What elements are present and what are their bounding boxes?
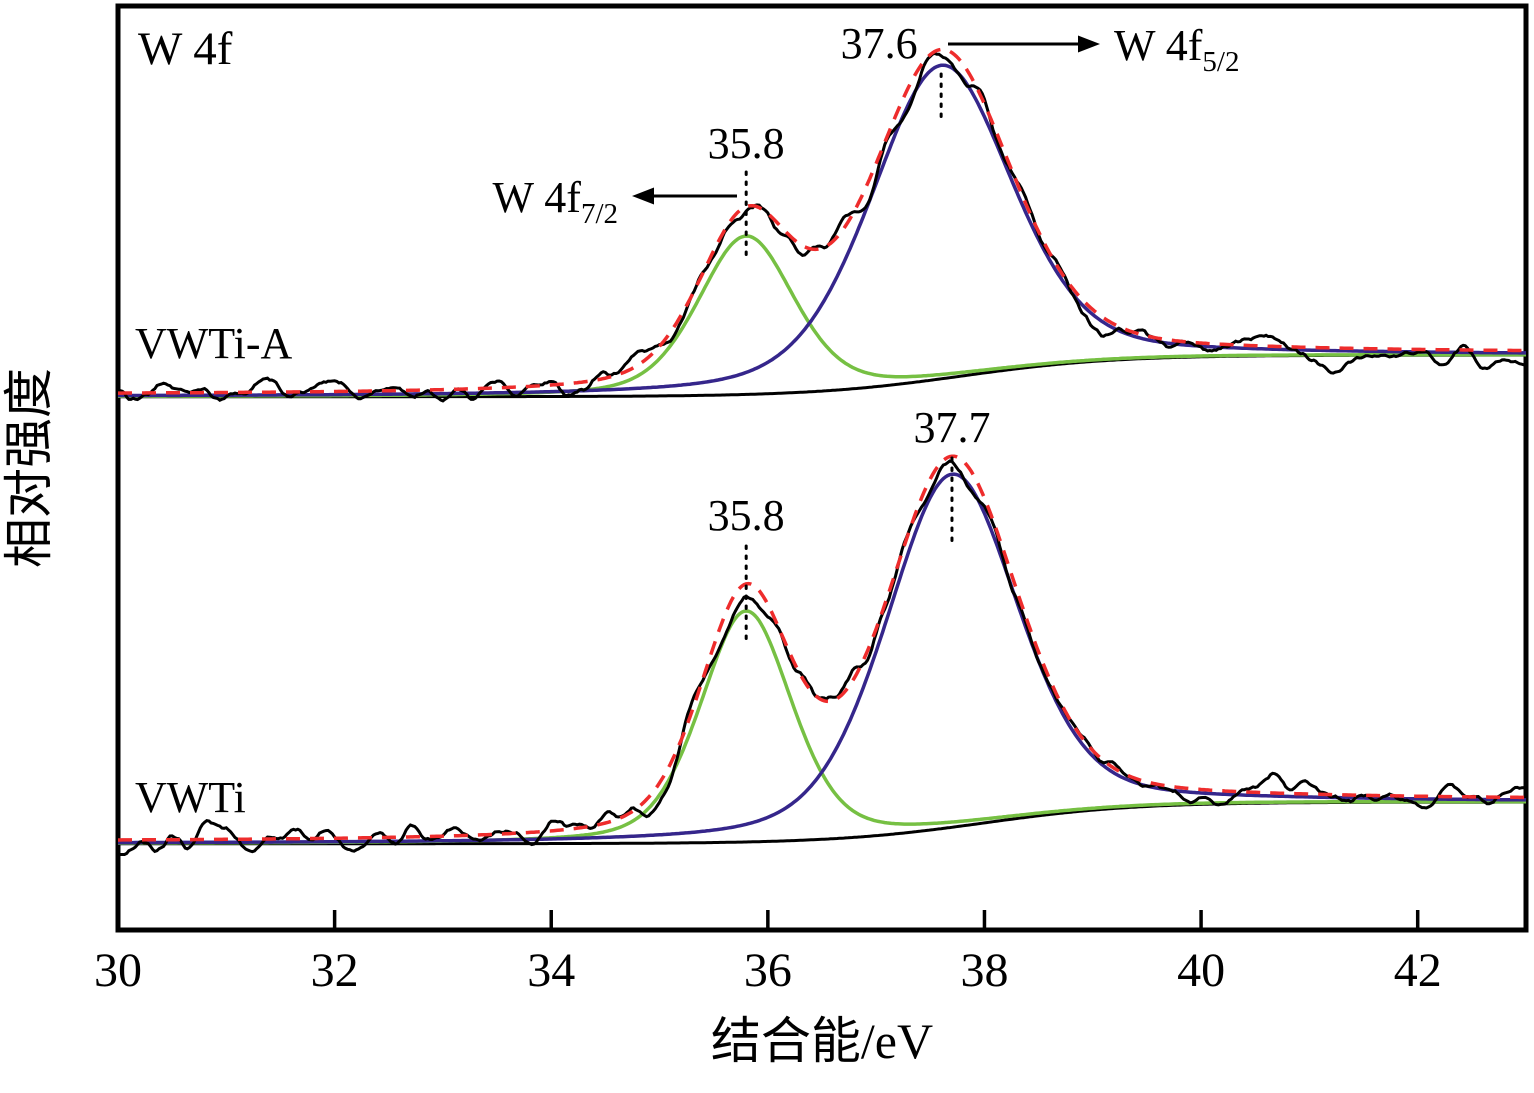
- x-tick-label: 38: [960, 944, 1008, 997]
- x-tick-label: 34: [527, 944, 575, 997]
- component-curve-w4f52: [118, 472, 1527, 845]
- region-label: W 4f: [138, 23, 233, 75]
- assignment-arrow-head: [1078, 35, 1100, 53]
- x-axis-label: 结合能/eV: [711, 1013, 933, 1069]
- x-tick-label: 42: [1394, 944, 1442, 997]
- sample-label: VWTi-A: [135, 319, 293, 368]
- sample-label: VWTi: [135, 773, 246, 822]
- raw-spectrum-curve: [118, 51, 1527, 403]
- assignment-arrow-head: [632, 187, 654, 205]
- component-curve-w4f72: [118, 609, 1526, 845]
- peak-value-label: 37.6: [841, 19, 918, 68]
- x-tick-label: 36: [744, 944, 792, 997]
- background-curve: [118, 800, 1526, 846]
- peak-value-label: 35.8: [708, 491, 785, 540]
- y-axis-label: 相对强度: [1, 368, 57, 568]
- component-curve-w4f72: [118, 234, 1526, 398]
- peak-value-label: 35.8: [708, 119, 785, 168]
- plot-frame: [115, 3, 1529, 933]
- x-tick-label: 32: [311, 944, 359, 997]
- assignment-label: W 4f5/2: [1114, 21, 1239, 78]
- component-curve-w4f52: [117, 63, 1526, 398]
- raw-spectrum-curve: [117, 459, 1527, 858]
- peak-value-label: 37.7: [913, 403, 990, 452]
- x-tick-label: 30: [94, 944, 142, 997]
- x-tick-label: 40: [1177, 944, 1225, 997]
- fit-envelope-curve: [118, 454, 1526, 842]
- assignment-label: W 4f7/2: [493, 173, 618, 230]
